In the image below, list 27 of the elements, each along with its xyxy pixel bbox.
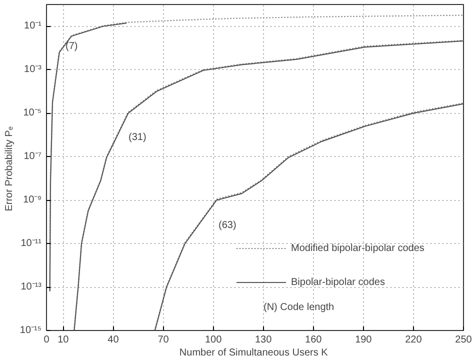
x-tick-label: 250 <box>455 334 472 346</box>
y-tick-label: 10⁻⁹ <box>23 194 42 206</box>
annotation: (7) <box>66 41 78 52</box>
annotation: (63) <box>218 220 236 231</box>
legend-label: Bipolar-bipolar codes <box>291 276 385 288</box>
x-tick-label: 190 <box>355 334 372 346</box>
annotation: (N) Code length <box>264 302 334 313</box>
y-axis-title: Error Probability Pₑ <box>4 126 15 212</box>
y-tick-label: 10⁻⁷ <box>24 151 42 162</box>
annotation: (31) <box>128 132 146 143</box>
x-tick-label: 100 <box>204 334 222 346</box>
y-tick-label: 10⁻³ <box>24 64 42 76</box>
x-axis-title: Number of Simultaneous Users K <box>179 348 328 358</box>
x-tick-label: 220 <box>405 334 422 346</box>
y-tick-label: 10⁻⁵ <box>23 108 42 119</box>
x-tick-label: 160 <box>305 334 322 346</box>
x-tick-label: 10 <box>58 334 70 346</box>
y-tick-label: 10⁻¹¹ <box>20 238 42 250</box>
x-tick-label: 40 <box>108 334 120 346</box>
y-tick-label: 10⁻¹³ <box>20 282 42 293</box>
x-tick-label: 70 <box>158 334 170 346</box>
x-tick-label: 130 <box>255 334 272 346</box>
x-tick-label: 0 <box>44 334 50 346</box>
legend-label: Modified bipolar-bipolar codes <box>291 242 424 254</box>
y-tick-label: 10⁻¹⁵ <box>20 325 42 336</box>
line-series <box>49 22 128 292</box>
y-tick-label: 10⁻¹ <box>24 20 42 32</box>
